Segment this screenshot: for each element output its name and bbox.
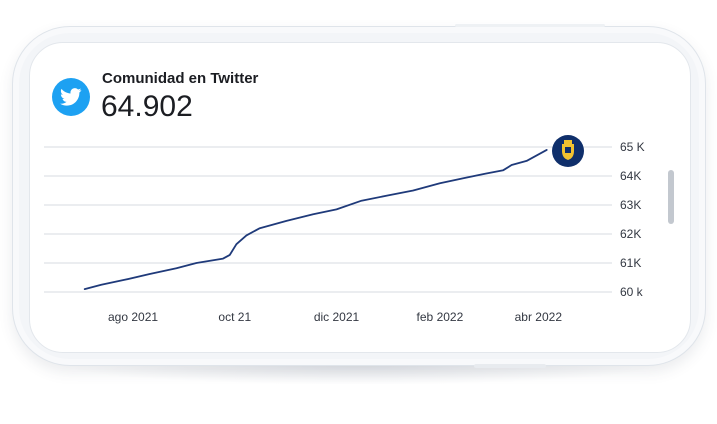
chart-grid bbox=[44, 146, 612, 293]
phone-button-top bbox=[455, 24, 605, 27]
card-title: Comunidad en Twitter bbox=[102, 70, 259, 87]
y-axis-labels: 65 K 64K 63K 62K 61K 60 k bbox=[620, 140, 645, 299]
series-line bbox=[83, 148, 548, 291]
y-tick-label: 64K bbox=[620, 169, 641, 183]
x-tick-label: feb 2022 bbox=[417, 310, 464, 324]
badge-crown bbox=[564, 140, 572, 144]
twitter-bird-icon bbox=[60, 88, 82, 106]
badge-center bbox=[565, 147, 571, 153]
x-tick-label: abr 2022 bbox=[515, 310, 563, 324]
y-tick-label: 65 K bbox=[620, 140, 645, 154]
y-tick-label: 63K bbox=[620, 198, 641, 212]
y-tick-label: 61K bbox=[620, 256, 641, 270]
y-tick-label: 62K bbox=[620, 227, 641, 241]
phone-screen bbox=[29, 42, 691, 353]
x-tick-label: dic 2021 bbox=[314, 310, 360, 324]
scrollbar[interactable] bbox=[668, 170, 674, 224]
x-tick-label: oct 21 bbox=[218, 310, 251, 324]
x-axis-labels: ago 2021 oct 21 dic 2021 feb 2022 abr 2022 bbox=[108, 310, 562, 324]
phone-button-bottom bbox=[474, 364, 546, 368]
x-tick-label: ago 2021 bbox=[108, 310, 158, 324]
shield-crest-icon bbox=[552, 135, 584, 167]
y-tick-label: 60 k bbox=[620, 285, 644, 299]
chart-series bbox=[83, 148, 548, 291]
follower-count: 64.902 bbox=[101, 90, 193, 123]
twitter-avatar bbox=[52, 78, 90, 116]
